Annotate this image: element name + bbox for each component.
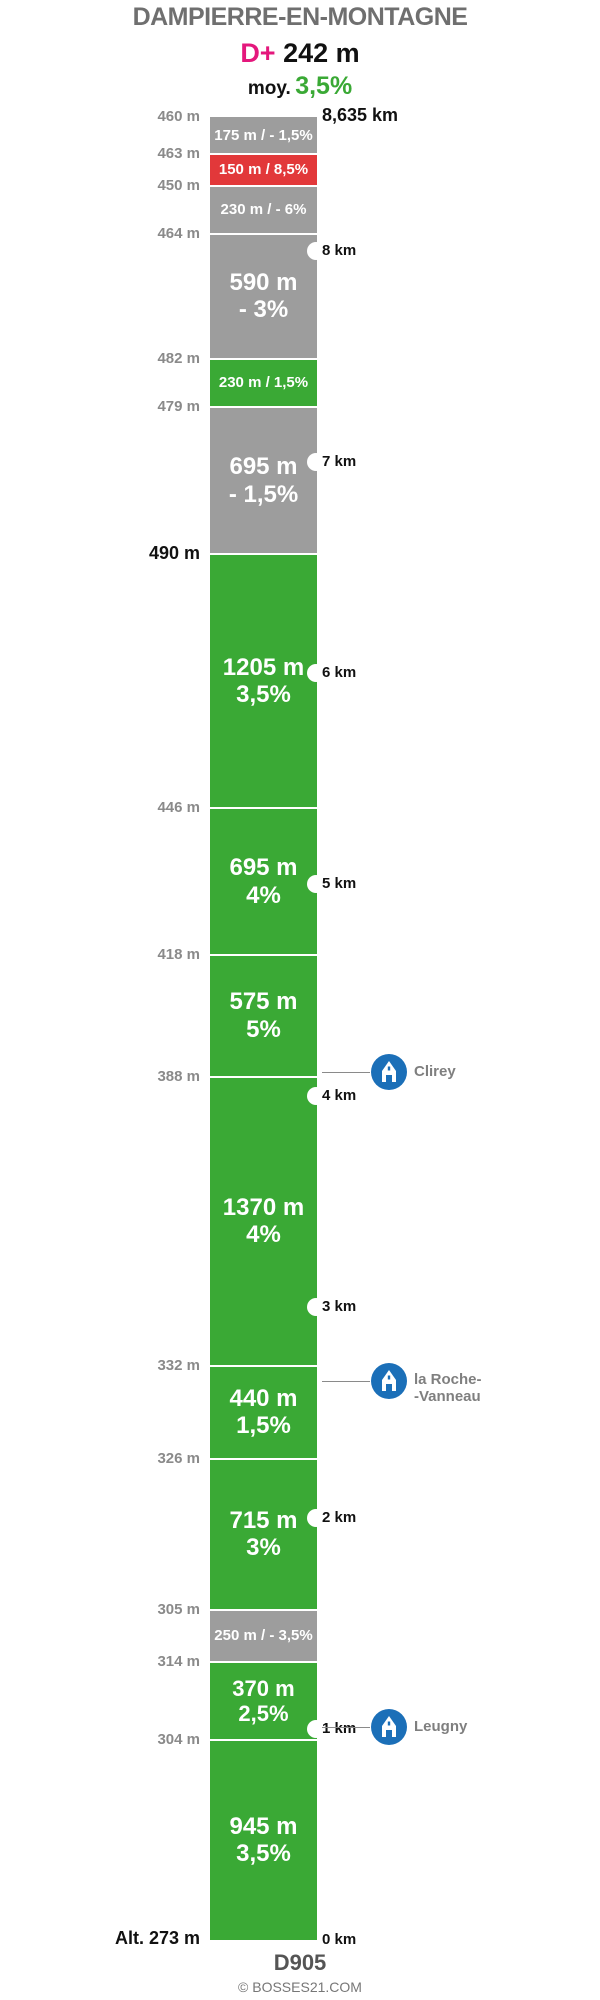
village-leader-line	[322, 1072, 370, 1074]
segment-divider	[210, 1364, 317, 1367]
profile-segment: 1370 m 4%	[210, 1076, 317, 1366]
segment-label: 230 m / 1,5%	[218, 374, 309, 392]
altitude-label: 464 m	[157, 225, 200, 243]
altitude-label: 314 m	[157, 1653, 200, 1671]
profile-segment: 370 m 2,5%	[210, 1662, 317, 1741]
segment-divider	[210, 184, 317, 187]
km-marker: 0 km	[322, 1931, 357, 1948]
km-marker: 1 km	[322, 1719, 357, 1737]
profile-segment: 440 m 1,5%	[210, 1365, 317, 1459]
segment-label: 695 m - 1,5%	[228, 453, 299, 508]
village-leader-line	[322, 1726, 370, 1728]
segment-label: 715 m 3%	[229, 1506, 298, 1562]
average-gradient: moy. 3,5%	[0, 72, 600, 101]
segment-label: 695 m 4%	[229, 854, 298, 909]
copyright: © BOSSES21.COM	[238, 1979, 362, 1995]
segment-label: 370 m 2,5%	[232, 1676, 295, 1727]
altitude-label: 388 m	[157, 1067, 200, 1085]
elevation-gain-label: D+	[240, 38, 276, 68]
segment-divider	[210, 1661, 317, 1664]
altitude-label: 460 m	[157, 108, 200, 125]
altitude-label: 490 m	[148, 543, 200, 563]
segment-label: 1370 m 4%	[222, 1193, 305, 1249]
average-gradient-value: 3,5%	[295, 72, 353, 100]
segment-divider	[210, 1739, 317, 1742]
elevation-gain: D+ 242 m	[0, 38, 600, 69]
km-notch	[307, 242, 325, 261]
profile-segment: 590 m - 3%	[210, 234, 317, 359]
segment-label: 590 m - 3%	[229, 268, 298, 324]
start-altitude-label: Alt. 273 m	[114, 1928, 200, 1948]
altitude-label: 332 m	[157, 1356, 200, 1374]
profile-segment: 150 m / 8,5%	[210, 153, 317, 186]
km-notch	[307, 1297, 325, 1316]
altitude-label: 418 m	[157, 946, 200, 964]
segment-divider	[210, 1457, 317, 1460]
altitude-label: 479 m	[157, 398, 200, 416]
profile-segment: 250 m / - 3,5%	[210, 1609, 317, 1663]
altitude-label: 482 m	[157, 349, 200, 367]
altitude-label: 305 m	[157, 1600, 200, 1618]
segment-divider	[210, 553, 317, 555]
profile-segment: 715 m 3%	[210, 1458, 317, 1610]
km-notch	[307, 1508, 325, 1527]
segment-label: 175 m / - 1,5%	[214, 126, 313, 144]
segment-divider	[210, 1608, 317, 1611]
km-notch	[307, 1086, 325, 1105]
profile-segment: 575 m 5%	[210, 955, 317, 1077]
average-gradient-label: moy.	[247, 78, 291, 99]
km-marker: 5 km	[322, 875, 357, 893]
segment-divider	[210, 357, 317, 360]
road-name: D905	[273, 1950, 327, 1975]
profile-segment: 695 m - 1,5%	[210, 407, 317, 554]
altitude-label: 326 m	[157, 1449, 200, 1467]
km-marker: 8 km	[322, 242, 357, 260]
altitude-label: 450 m	[157, 176, 200, 194]
segment-divider	[210, 152, 317, 155]
segment-label: 1205 m 3,5%	[222, 653, 305, 709]
segment-label: 575 m 5%	[229, 988, 298, 1043]
km-marker: 7 km	[322, 453, 357, 471]
total-distance-label: 8,635 km	[322, 105, 399, 125]
altitude-label: 304 m	[157, 1731, 200, 1749]
segment-label: 440 m 1,5%	[229, 1384, 298, 1440]
segment-divider	[210, 1075, 317, 1078]
segment-divider	[210, 233, 317, 236]
segment-label: 150 m / 8,5%	[218, 161, 309, 179]
village-leader-line	[322, 1380, 370, 1382]
segment-divider	[210, 954, 317, 957]
altitude-label: 446 m	[157, 799, 200, 817]
village-name: Leugny	[414, 1717, 468, 1735]
church-icon	[371, 1054, 407, 1091]
segment-label: 230 m / - 6%	[220, 201, 307, 219]
km-notch	[307, 664, 325, 683]
segment-divider	[210, 807, 317, 810]
church-icon	[371, 1362, 407, 1399]
km-marker: 3 km	[322, 1297, 357, 1315]
village-name: la Roche- -Vanneau	[414, 1370, 482, 1405]
km-notch	[307, 1719, 325, 1738]
segment-label: 250 m / - 3,5%	[214, 1627, 313, 1645]
village-name: Clirey	[414, 1063, 456, 1081]
profile-segment: 695 m 4%	[210, 808, 317, 956]
km-notch	[307, 453, 325, 472]
profile-segment: 175 m / - 1,5%	[210, 117, 317, 154]
km-marker: 6 km	[322, 664, 357, 682]
profile-segment: 1205 m 3,5%	[210, 554, 317, 809]
profile-segment: 230 m / - 6%	[210, 185, 317, 235]
segment-label: 945 m 3,5%	[229, 1812, 298, 1868]
profile-segment: 230 m / 1,5%	[210, 358, 317, 408]
altitude-label: 463 m	[157, 144, 200, 162]
km-marker: 4 km	[322, 1086, 357, 1104]
km-notch	[307, 875, 325, 894]
elevation-gain-value: 242 m	[283, 38, 360, 68]
climb-title: DAMPIERRE-EN-MONTAGNE	[132, 3, 468, 31]
km-marker: 2 km	[322, 1508, 357, 1526]
profile-segment: 945 m 3,5%	[210, 1740, 317, 1940]
segment-divider	[210, 406, 317, 409]
church-icon	[371, 1708, 407, 1745]
